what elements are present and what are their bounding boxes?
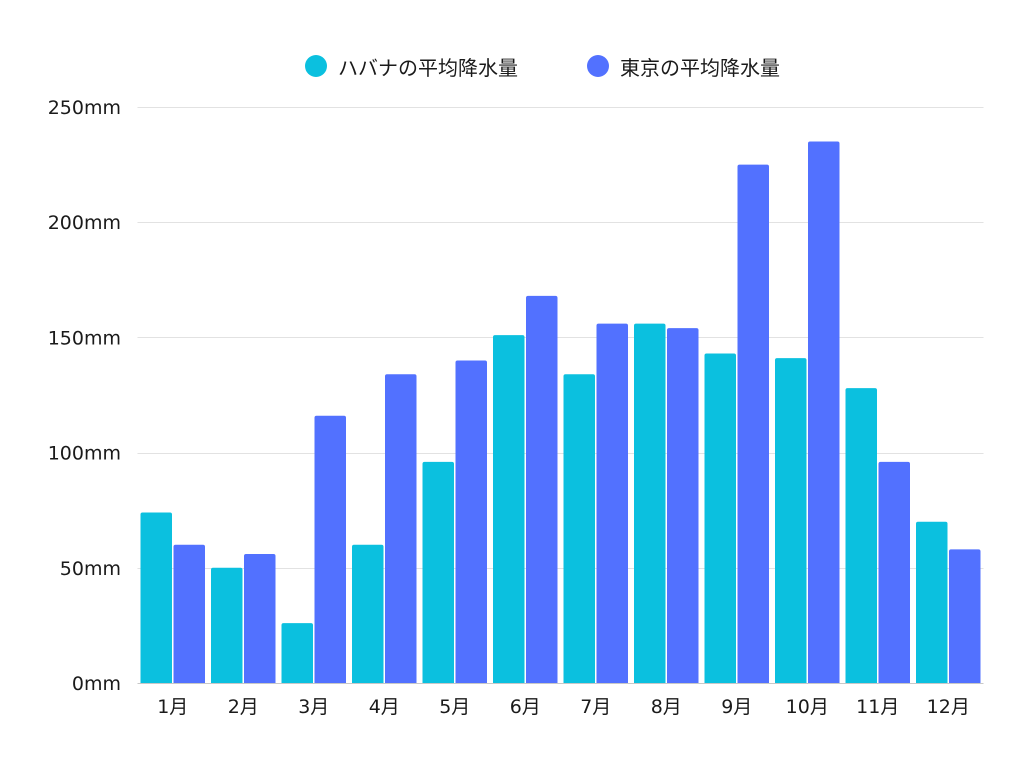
bar-tokyo-12[interactable]	[949, 549, 981, 683]
legend-label-havana: ハバナの平均降水量	[338, 55, 518, 80]
y-tick-label: 250mm	[48, 97, 121, 119]
bar-tokyo-11[interactable]	[878, 461, 911, 683]
bars	[140, 141, 981, 684]
y-tick-label: 100mm	[48, 443, 121, 465]
bar-tokyo-10[interactable]	[808, 141, 840, 683]
legend-dot-havana-icon	[305, 55, 327, 77]
bar-tokyo-9[interactable]	[737, 164, 770, 684]
bar-havana-7[interactable]	[563, 374, 596, 683]
legend-label-tokyo: 東京の平均降水量	[620, 55, 780, 80]
bar-havana-2[interactable]	[211, 567, 243, 683]
y-tick-label: 50mm	[60, 558, 121, 580]
bar-havana-5[interactable]	[422, 461, 455, 683]
legend-item-tokyo[interactable]: 東京の平均降水量	[587, 50, 780, 82]
bar-havana-3[interactable]	[281, 623, 314, 683]
x-tick-label: 8月	[651, 696, 682, 718]
x-tick-label: 10月	[786, 696, 829, 718]
y-tick-label: 150mm	[48, 327, 121, 349]
x-axis: 1月 2月 3月 4月 5月 6月 7月 8月 9月 10月 11月 12月	[157, 696, 970, 718]
bar-havana-11[interactable]	[845, 388, 878, 683]
x-tick-label: 3月	[298, 696, 329, 718]
bar-tokyo-2[interactable]	[244, 553, 276, 683]
bar-havana-12[interactable]	[916, 521, 948, 683]
bar-havana-9[interactable]	[704, 353, 737, 683]
x-tick-label: 1月	[157, 696, 188, 718]
y-tick-label: 200mm	[48, 212, 121, 234]
x-tick-label: 5月	[439, 696, 470, 718]
bar-havana-10[interactable]	[775, 358, 807, 683]
bar-tokyo-6[interactable]	[526, 295, 558, 683]
bar-havana-1[interactable]	[140, 512, 173, 683]
x-tick-label: 6月	[510, 696, 541, 718]
x-tick-label: 11月	[856, 696, 899, 718]
bar-havana-6[interactable]	[493, 335, 525, 683]
gridlines	[137, 107, 984, 684]
y-tick-label: 0mm	[72, 673, 121, 695]
bar-havana-4[interactable]	[352, 544, 384, 683]
x-tick-label: 4月	[369, 696, 400, 718]
x-tick-label: 9月	[721, 696, 752, 718]
y-axis: 0mm 50mm 100mm 150mm 200mm 250mm	[48, 97, 121, 695]
x-tick-label: 12月	[927, 696, 970, 718]
x-tick-label: 7月	[580, 696, 611, 718]
bar-tokyo-1[interactable]	[173, 544, 206, 683]
legend: ハバナの平均降水量 東京の平均降水量	[0, 50, 1024, 82]
x-tick-label: 2月	[228, 696, 259, 718]
bar-tokyo-8[interactable]	[667, 328, 699, 683]
legend-dot-tokyo-icon	[587, 55, 609, 77]
legend-item-havana[interactable]: ハバナの平均降水量	[305, 50, 518, 82]
bar-tokyo-5[interactable]	[455, 360, 488, 683]
bar-tokyo-3[interactable]	[314, 415, 347, 683]
bar-havana-8[interactable]	[634, 323, 666, 683]
bar-tokyo-4[interactable]	[385, 374, 417, 683]
bar-tokyo-7[interactable]	[596, 323, 629, 683]
